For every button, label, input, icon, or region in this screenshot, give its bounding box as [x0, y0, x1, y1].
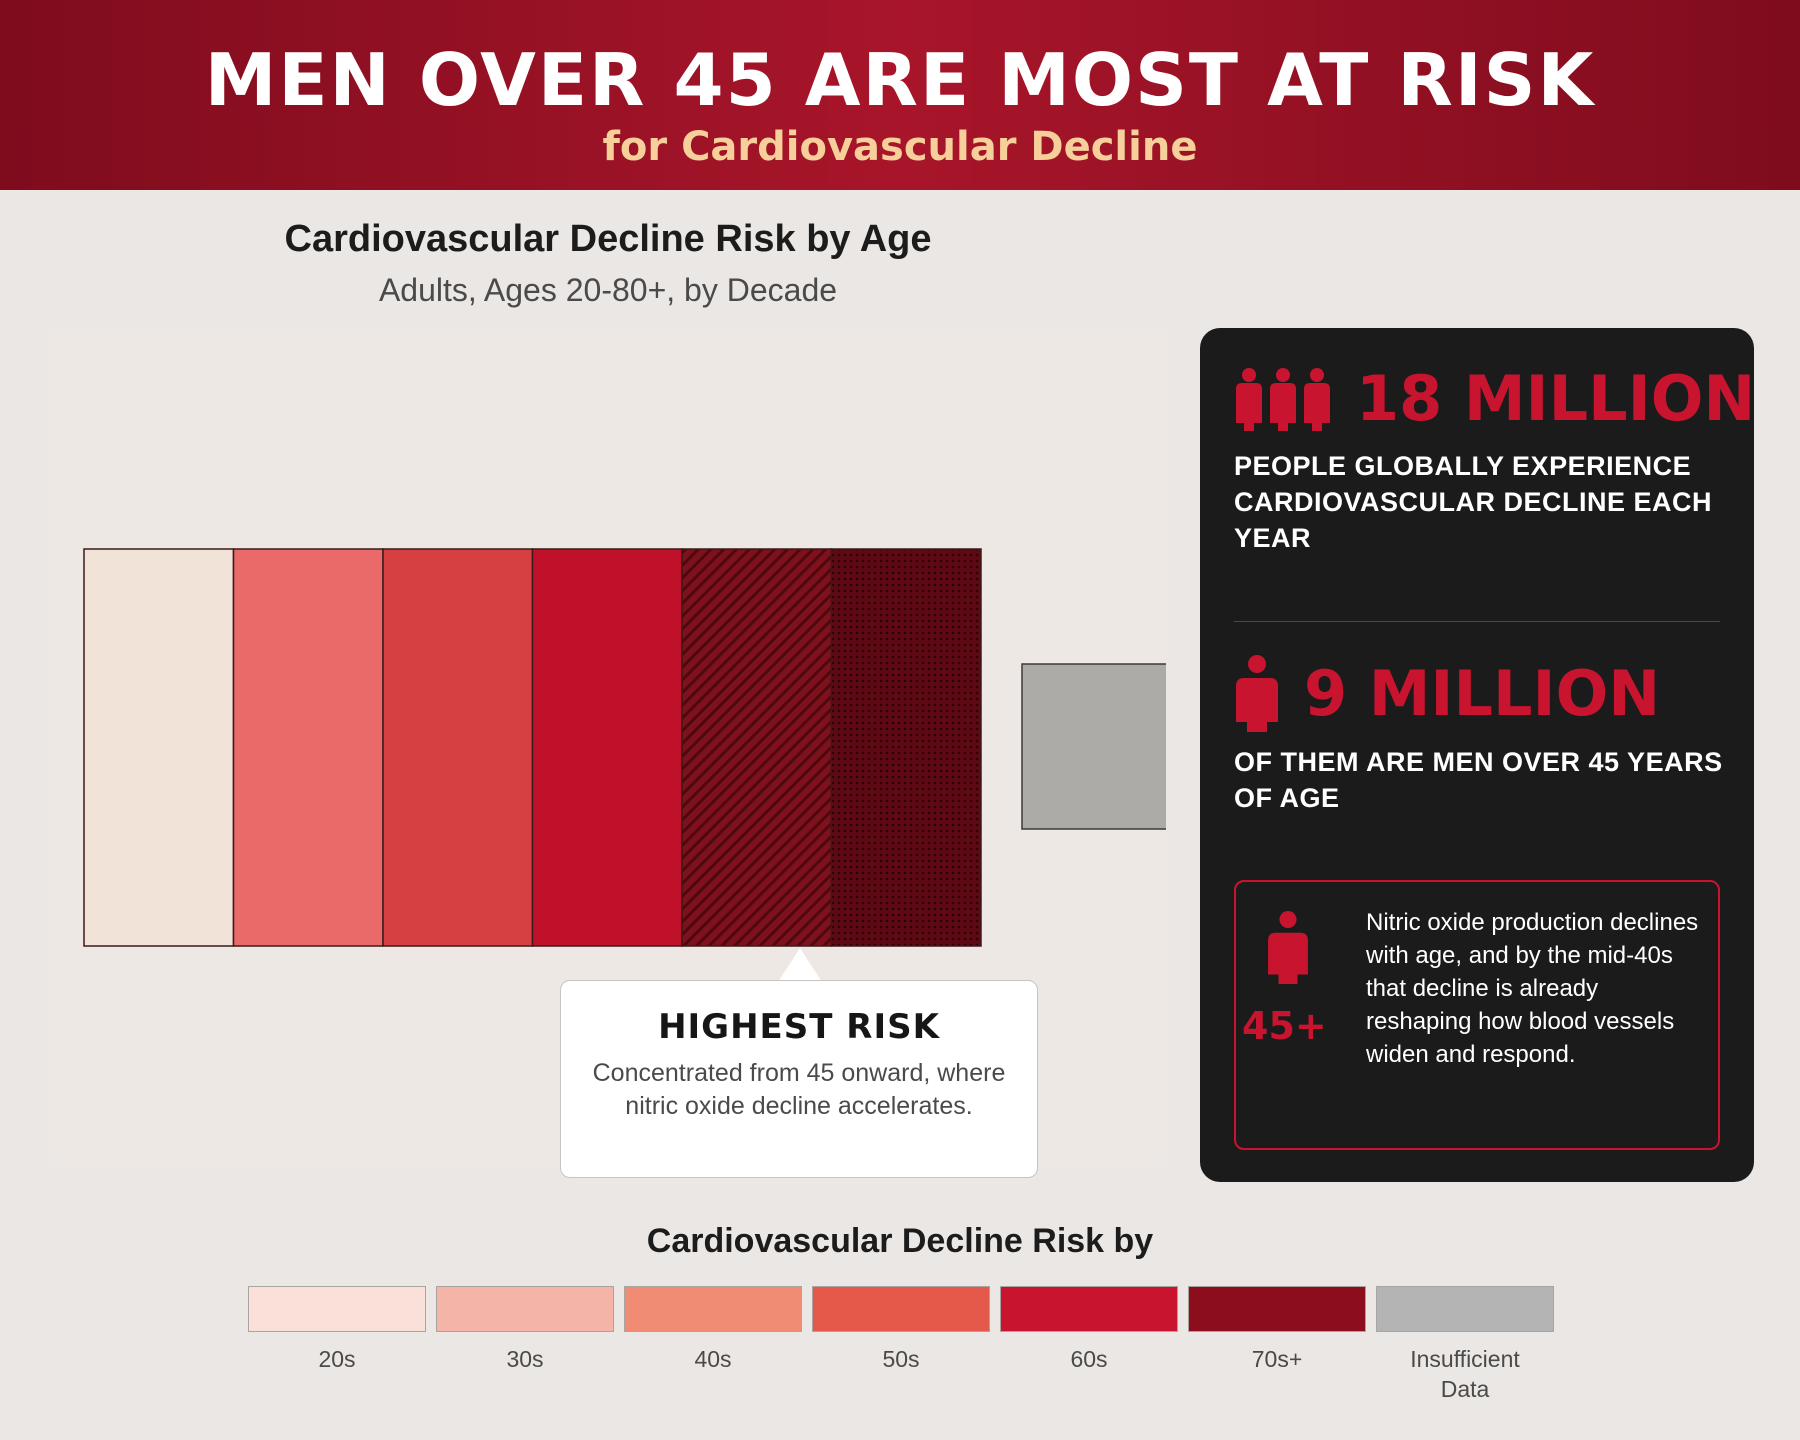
stat-1-row: 18 MILLION: [1234, 362, 1755, 435]
legend-item: 30s: [436, 1286, 614, 1374]
legend-swatch: [1376, 1286, 1554, 1332]
legend-swatch: [624, 1286, 802, 1332]
person-icon: [1268, 910, 1308, 984]
header-banner: MEN OVER 45 ARE MOST AT RISK for Cardiov…: [0, 0, 1800, 190]
stat-2-row: 9 MILLION: [1234, 654, 1660, 732]
stat-1-number: 18 MILLION: [1356, 362, 1756, 435]
legend-item: Insufficient Data: [1376, 1286, 1554, 1404]
legend-item: 50s: [812, 1286, 990, 1374]
callout-pointer: [778, 948, 822, 982]
info-box: 45+ Nitric oxide production declines wit…: [1234, 880, 1720, 1150]
person-icon: [1236, 655, 1278, 732]
legend-label: 20s: [318, 1346, 356, 1372]
three-people-icon: [1236, 367, 1330, 431]
heatmap-chart: [83, 548, 1166, 947]
panel-divider: [1234, 621, 1720, 622]
heatmap-cell-30s: [232, 548, 384, 947]
legend-item: 40s: [624, 1286, 802, 1374]
stat-1-label: PEOPLE GLOBALLY EXPERIENCE CARDIOVASCULA…: [1234, 451, 1713, 553]
legend-label: 50s: [882, 1346, 920, 1372]
heatmap-cell-70s-plus: [830, 548, 982, 947]
stat-2-label: OF THEM ARE MEN OVER 45 YEARS OF AGE: [1234, 747, 1723, 813]
legend-swatch: [436, 1286, 614, 1332]
page-subtitle: for Cardiovascular Decline: [602, 124, 1198, 170]
heatmap-cell-60s: [681, 548, 833, 947]
chart-plot-area: [50, 330, 1166, 1166]
chart-legend: 20s 30s 40s 50s 60s 70s+ Insufficient Data: [248, 1286, 1554, 1406]
heatmap-cells: [83, 548, 1166, 947]
legend-item: 70s+: [1188, 1286, 1366, 1374]
legend-label: Insufficient Data: [1410, 1346, 1520, 1402]
info-age-label: 45+: [1242, 1004, 1327, 1048]
legend-swatch: [248, 1286, 426, 1332]
legend-label: 60s: [1070, 1346, 1108, 1372]
stat-2-number: 9 MILLION: [1304, 656, 1661, 730]
legend-title: Cardiovascular Decline Risk by: [646, 1222, 1154, 1260]
heatmap-cell-insufficient-data: [1021, 663, 1166, 830]
legend-swatch: [1188, 1286, 1366, 1332]
page-title: MEN OVER 45 ARE MOST AT RISK: [204, 38, 1596, 122]
info-text: Nitric oxide production declines with ag…: [1366, 909, 1699, 1068]
chart-subtitle: Adults, Ages 20-80+, by Decade: [378, 272, 838, 308]
heatmap-cell-20s: [83, 548, 235, 947]
stats-panel: 18 MILLION PEOPLE GLOBALLY EXPERIENCE CA…: [1200, 328, 1755, 1182]
legend-label: 70s+: [1251, 1346, 1303, 1372]
legend-swatch: [1000, 1286, 1178, 1332]
callout-title: HIGHEST RISK: [658, 1007, 940, 1047]
legend-label: 30s: [506, 1346, 544, 1372]
heatmap-cell-40s: [382, 548, 534, 947]
legend-item: 60s: [1000, 1286, 1178, 1374]
highest-risk-callout: HIGHEST RISK Concentrated from 45 onward…: [560, 980, 1038, 1178]
heatmap-cell-50s: [531, 548, 683, 947]
legend-swatch: [812, 1286, 990, 1332]
callout-text: Concentrated from 45 onward, where nitri…: [592, 1059, 1006, 1120]
legend-label: 40s: [694, 1346, 732, 1372]
legend-item: 20s: [248, 1286, 426, 1374]
chart-title: Cardiovascular Decline Risk by Age: [284, 218, 932, 260]
